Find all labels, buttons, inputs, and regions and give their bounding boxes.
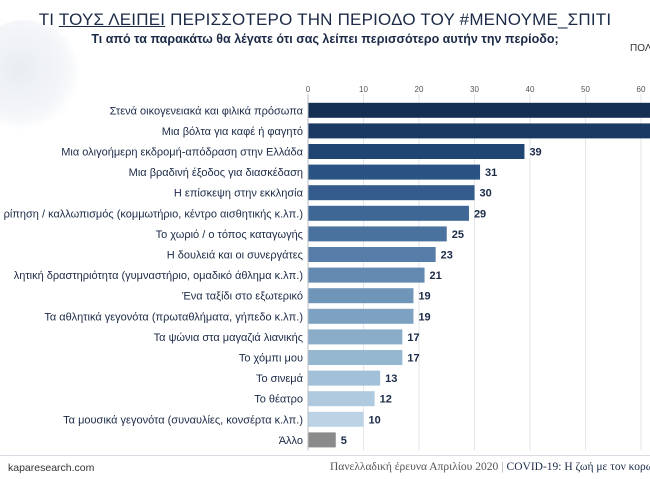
data-label: 19 xyxy=(418,291,430,303)
bar xyxy=(308,350,403,365)
bar xyxy=(308,370,381,386)
data-label: 17 xyxy=(407,353,419,365)
category-label: Τα αθλητικά γεγονότα (πρωταθλήματα, γήπε… xyxy=(44,311,303,323)
bar-chart: 0 10 20 30 40 50 60 Στενά οικογενειακά και φιλι… xyxy=(4,85,650,451)
data-label: 25 xyxy=(452,229,464,241)
x-tick-label: 20 xyxy=(415,85,424,94)
x-tick-label: 50 xyxy=(581,85,590,94)
x-tick-label: 0 xyxy=(306,85,311,94)
category-label: Η δουλειά και οι συνεργάτες xyxy=(167,250,303,262)
category-label: ρίπηση / καλλωπισμός (κομμωτήριο, κέντρο… xyxy=(4,208,303,220)
category-label: Το σινεμά xyxy=(256,373,304,385)
category-label: Ένα ταξίδι στο εξωτερικό xyxy=(181,291,303,303)
category-label: Στενά οικογενειακά και φιλικά πρόσωπα xyxy=(110,105,304,117)
data-label: 39 xyxy=(529,147,541,159)
bar xyxy=(308,226,447,242)
data-label: 29 xyxy=(474,208,486,220)
bar xyxy=(308,144,525,159)
data-label: 23 xyxy=(441,250,453,262)
data-label: 13 xyxy=(385,373,397,385)
x-tick-label: 10 xyxy=(359,85,368,94)
bar xyxy=(308,329,403,345)
category-label: Τα μουσικά γεγονότα (συναυλίες, κονσέρτα… xyxy=(63,414,303,426)
data-label: 10 xyxy=(369,414,381,426)
bar xyxy=(308,288,414,304)
data-label: 21 xyxy=(430,270,442,282)
category-label: Τα ψώνια στα μαγαζιά λιανικής xyxy=(154,332,303,344)
chart-subtitle: Τι από τα παρακάτω θα λέγατε ότι σας λεί… xyxy=(91,32,559,46)
category-label: Η επίσκεψη στην εκκλησία xyxy=(174,188,304,200)
data-label: 31 xyxy=(485,167,497,179)
data-label: 5 xyxy=(341,435,347,447)
data-label: 12 xyxy=(380,394,392,406)
category-label: λητική δραστηριότητα (γυμναστήριο, ομαδι… xyxy=(14,270,303,282)
footer-divider xyxy=(0,455,650,456)
bar xyxy=(308,432,336,448)
chart-title: ΤΙ ΤΟΥΣ ΛΕΙΠΕΙ ΠΕΡΙΣΣΟΤΕΡΟ ΤΗΝ ΠΕΡΙΟΔΟ Τ… xyxy=(38,10,612,29)
category-label: Μια βόλτα για καφέ ή φαγητό xyxy=(162,126,303,138)
bar xyxy=(308,102,650,118)
footer-survey-info: Πανελλαδική έρευνα Απριλίου 2020 | COVID-1… xyxy=(330,461,650,473)
bar xyxy=(308,247,436,262)
bar xyxy=(308,391,375,407)
bar xyxy=(308,164,481,180)
category-label: Μια ολιγοήμερη εκδρομή-απόδραση στην Ελλ… xyxy=(61,147,303,159)
cropped-corner-label: ΠΟΛ xyxy=(630,43,650,54)
footer-website: kaparesearch.com xyxy=(8,462,95,474)
bar xyxy=(308,123,650,139)
category-label: Το θέατρο xyxy=(254,394,303,406)
bar xyxy=(308,308,414,324)
bar xyxy=(308,411,364,427)
category-label: Άλλο xyxy=(279,435,303,447)
category-label: Το χόμπι μου xyxy=(239,353,303,365)
category-label: Το χωριό / ο τόπος καταγωγής xyxy=(156,229,303,241)
bar xyxy=(308,205,469,221)
x-tick-label: 30 xyxy=(470,85,479,94)
x-tick-label: 60 xyxy=(637,85,646,94)
data-label: 30 xyxy=(480,188,492,200)
data-label: 17 xyxy=(407,332,419,344)
data-label: 19 xyxy=(418,311,430,323)
x-tick-label: 40 xyxy=(526,85,535,94)
bar xyxy=(308,267,425,283)
category-label: Μια βραδινή έξοδος για διασκέδαση xyxy=(129,167,303,179)
bar xyxy=(308,185,475,201)
